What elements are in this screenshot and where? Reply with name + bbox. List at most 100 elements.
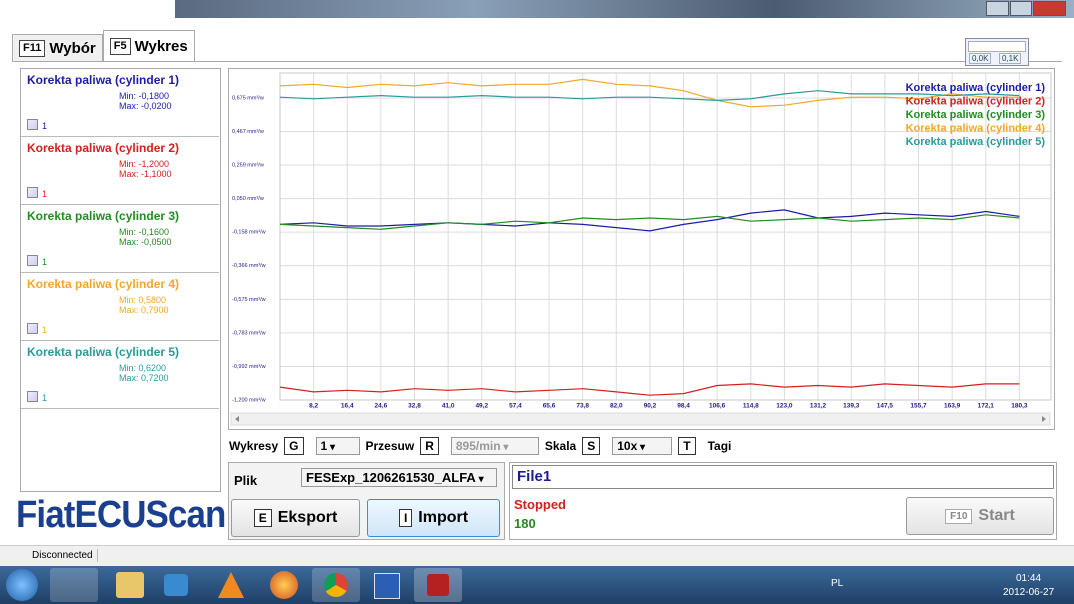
logo: FiatECUScan [16, 494, 226, 536]
export-button[interactable]: E Eksport [231, 499, 360, 537]
chart-panel: 0,675 mm³/w 0,467 mm³/w 0,259 mm³/w 0,050 m… [228, 68, 1055, 430]
maximize-button[interactable] [1009, 1, 1033, 16]
series-line [279, 78, 1020, 108]
series-name: Korekta paliwa (cylinder 3) [27, 209, 180, 223]
import-button[interactable]: I Import [367, 499, 500, 537]
x-tick-label: 139,3 [843, 403, 860, 410]
language[interactable]: PL [831, 578, 844, 589]
tab-line [12, 61, 1062, 62]
x-tick-label: 73,8 [576, 403, 589, 410]
chart: 0,675 mm³/w 0,467 mm³/w 0,259 mm³/w 0,050 m… [230, 72, 1052, 426]
task-icon[interactable] [164, 574, 188, 596]
key-hint[interactable]: T [678, 437, 696, 455]
button-label: Import [418, 509, 469, 526]
x-tick-label: 49,2 [475, 403, 488, 410]
minimize-button[interactable] [986, 1, 1009, 16]
tab-bar: F11 Wybór F5 Wykres [12, 30, 195, 61]
file-select[interactable]: FESExp_1206261530_ALFA [301, 468, 497, 487]
task-icon[interactable] [312, 568, 360, 602]
series-max: Max: -0,0200 [119, 101, 172, 111]
label: Tagi [707, 439, 732, 453]
title-bar [175, 0, 1074, 18]
status-text: Disconnected [28, 549, 98, 562]
series-min: Min: -1,2000 [119, 159, 170, 169]
charts-select[interactable]: 1 [315, 437, 360, 455]
x-tick-label: 24,6 [375, 403, 388, 410]
key-hint: F11 [19, 39, 46, 57]
task-icon[interactable] [374, 573, 400, 599]
key-hint: E [253, 509, 272, 527]
task-icon[interactable] [218, 572, 244, 598]
start-orb[interactable] [6, 569, 38, 601]
y-tick-label: -0,992 mm³/w [232, 364, 266, 370]
x-tick-label: 65,6 [543, 403, 556, 410]
series-panel: Korekta paliwa (cylinder 1) Min: -0,1800 M… [20, 68, 221, 492]
legend-entry: Korekta paliwa (cylinder 4) [906, 122, 1046, 134]
clock-date: 2012-06-27 [1003, 587, 1055, 598]
series-line [279, 90, 1020, 102]
meter-label: 0,0K [969, 53, 992, 64]
series-entry: Korekta paliwa (cylinder 3) Min: -0,1600 M… [21, 205, 219, 273]
key-hint[interactable]: G [284, 437, 304, 455]
task-icon[interactable] [50, 568, 98, 602]
file-panel: Plik FESExp_1206261530_ALFA E Eksport I Im… [228, 462, 505, 540]
key-hint: F10 [945, 508, 973, 524]
x-tick-label: 32,8 [408, 403, 421, 410]
tab-active[interactable]: F5 Wykres [102, 30, 195, 61]
series-line [279, 209, 1020, 232]
key-hint: I [398, 509, 413, 527]
taskbar: PL 01:44 2012-06-27 [0, 566, 1074, 604]
legend-entry: Korekta paliwa (cylinder 2) [906, 95, 1046, 107]
series-min: Min: 0,5800 [119, 295, 167, 305]
x-tick-label: 114,8 [743, 403, 759, 410]
x-tick-label: 131,2 [810, 403, 827, 410]
window-buttons [986, 1, 1067, 16]
series-name: Korekta paliwa (cylinder 4) [27, 277, 180, 291]
legend-entry: Korekta paliwa (cylinder 1) [906, 82, 1046, 94]
x-tick-label: 90,2 [644, 403, 657, 410]
checkbox[interactable]: 1 [27, 187, 47, 199]
y-tick-label: 0,467 mm³/w [232, 129, 264, 135]
button-label: Eksport [277, 509, 338, 526]
key-hint: F5 [109, 37, 131, 55]
series-min: Min: -0,1600 [119, 227, 170, 237]
tab[interactable]: F11 Wybór [12, 34, 103, 61]
checkbox[interactable]: 1 [27, 391, 47, 403]
series-max: Max: -1,1000 [119, 169, 172, 179]
y-tick-label: -0,575 mm³/w [232, 297, 266, 303]
key-hint[interactable]: R [420, 437, 439, 455]
sample-count: 180 [514, 516, 536, 531]
series-min: Min: 0,6200 [119, 363, 167, 373]
series-entry: Korekta paliwa (cylinder 5) Min: 0,6200 Ma… [21, 341, 219, 409]
checkbox[interactable]: 1 [27, 119, 47, 131]
label: Plik [234, 473, 258, 488]
meter-label: 0,1K [999, 53, 1022, 64]
meter-bar [968, 41, 1026, 52]
task-icon[interactable] [414, 568, 462, 602]
y-tick-label: 0,675 mm³/w [232, 95, 264, 101]
scale-select[interactable]: 10x [612, 437, 673, 455]
checkbox[interactable]: 1 [27, 323, 47, 335]
scroll-arrow [1042, 416, 1046, 422]
scrollbar[interactable] [230, 412, 1051, 426]
button-label: Start [978, 507, 1015, 524]
plot-area [279, 72, 1052, 401]
y-tick-label: -0,783 mm³/w [232, 330, 266, 336]
meter: 0,0K 0,1K [965, 38, 1029, 66]
file-name-box: File1 [512, 465, 1054, 489]
series-max: Max: -0,0500 [119, 237, 172, 247]
x-tick-label: 147,5 [877, 403, 894, 410]
task-icon[interactable] [270, 571, 298, 599]
close-button[interactable] [1033, 1, 1067, 16]
scroll-arrow [235, 416, 239, 422]
start-button[interactable]: F10 Start [906, 497, 1054, 535]
checkbox[interactable]: 1 [27, 255, 47, 267]
x-tick-label: 172,1 [978, 403, 995, 410]
x-tick-label: 180,3 [1011, 403, 1028, 410]
label: Wykresy [229, 439, 279, 453]
task-icon[interactable] [116, 572, 144, 598]
x-tick-label: 41,0 [442, 403, 455, 410]
shift-select[interactable]: 895/min [450, 437, 539, 455]
series-max: Max: 0,7900 [119, 305, 169, 315]
key-hint[interactable]: S [582, 437, 601, 455]
